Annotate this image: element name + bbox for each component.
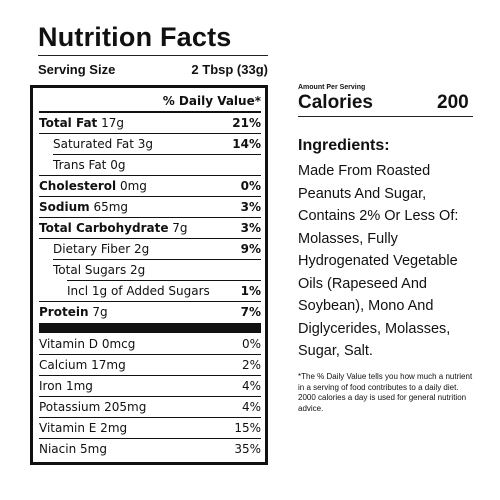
nutrient-row-sodium: Sodium 65mg 3% <box>39 200 261 214</box>
divider <box>39 217 261 218</box>
divider <box>39 375 261 376</box>
vitamin-row-vitamin-d: Vitamin D 0mcg 0% <box>39 337 261 351</box>
calories-value: 200 <box>437 92 469 113</box>
divider <box>39 438 261 439</box>
daily-value-header: % Daily Value* <box>162 94 261 108</box>
nutrition-facts-box: % Daily Value* Total Fat 17g 21% Saturat… <box>30 85 268 465</box>
vitamin-row-calcium: Calcium 17mg 2% <box>39 358 261 372</box>
vitamin-row-iron: Iron 1mg 4% <box>39 379 261 393</box>
nutrient-row-total-sugars: Total Sugars 2g <box>53 263 146 277</box>
divider <box>39 238 261 239</box>
ingredients-heading: Ingredients: <box>298 137 390 154</box>
nutrient-row-trans-fat: Trans Fat 0g <box>53 158 126 172</box>
divider <box>39 175 261 176</box>
divider <box>39 196 261 197</box>
thick-divider <box>39 323 261 333</box>
vitamin-row-niacin: Niacin 5mg 35% <box>39 442 261 456</box>
divider <box>53 154 261 155</box>
serving-size-row: Serving Size 2 Tbsp (33g) <box>38 62 268 77</box>
divider <box>39 133 261 134</box>
nutrient-row-total-fat: Total Fat 17g 21% <box>39 116 261 130</box>
ingredients-text: Made From Roasted Peanuts And Sugar, Con… <box>298 163 459 359</box>
calories-label: Calories <box>298 92 373 113</box>
divider <box>39 354 261 355</box>
divider <box>39 417 261 418</box>
nutrient-row-protein: Protein 7g 7% <box>39 305 261 319</box>
nutrition-title: Nutrition Facts <box>38 22 232 52</box>
divider <box>39 301 261 302</box>
divider <box>39 111 261 113</box>
divider <box>67 280 261 281</box>
daily-value-footnote: *The % Daily Value tells you how much a … <box>298 372 473 413</box>
serving-size-label: Serving Size <box>38 62 116 77</box>
divider <box>39 396 261 397</box>
calories-rule <box>298 116 473 117</box>
title-rule <box>38 55 268 56</box>
nutrient-row-saturated-fat: Saturated Fat 3g 14% <box>53 137 261 151</box>
nutrient-row-added-sugars: Incl 1g of Added Sugars 1% <box>67 284 261 298</box>
amount-per-serving: Amount Per Serving <box>298 84 366 91</box>
vitamin-row-potassium: Potassium 205mg 4% <box>39 400 261 414</box>
nutrient-row-dietary-fiber: Dietary Fiber 2g 9% <box>53 242 261 256</box>
serving-size-value: 2 Tbsp (33g) <box>191 62 268 77</box>
vitamin-row-vitamin-e: Vitamin E 2mg 15% <box>39 421 261 435</box>
nutrient-row-cholesterol: Cholesterol 0mg 0% <box>39 179 261 193</box>
nutrient-row-total-carbohydrate: Total Carbohydrate 7g 3% <box>39 221 261 235</box>
divider <box>53 259 261 260</box>
